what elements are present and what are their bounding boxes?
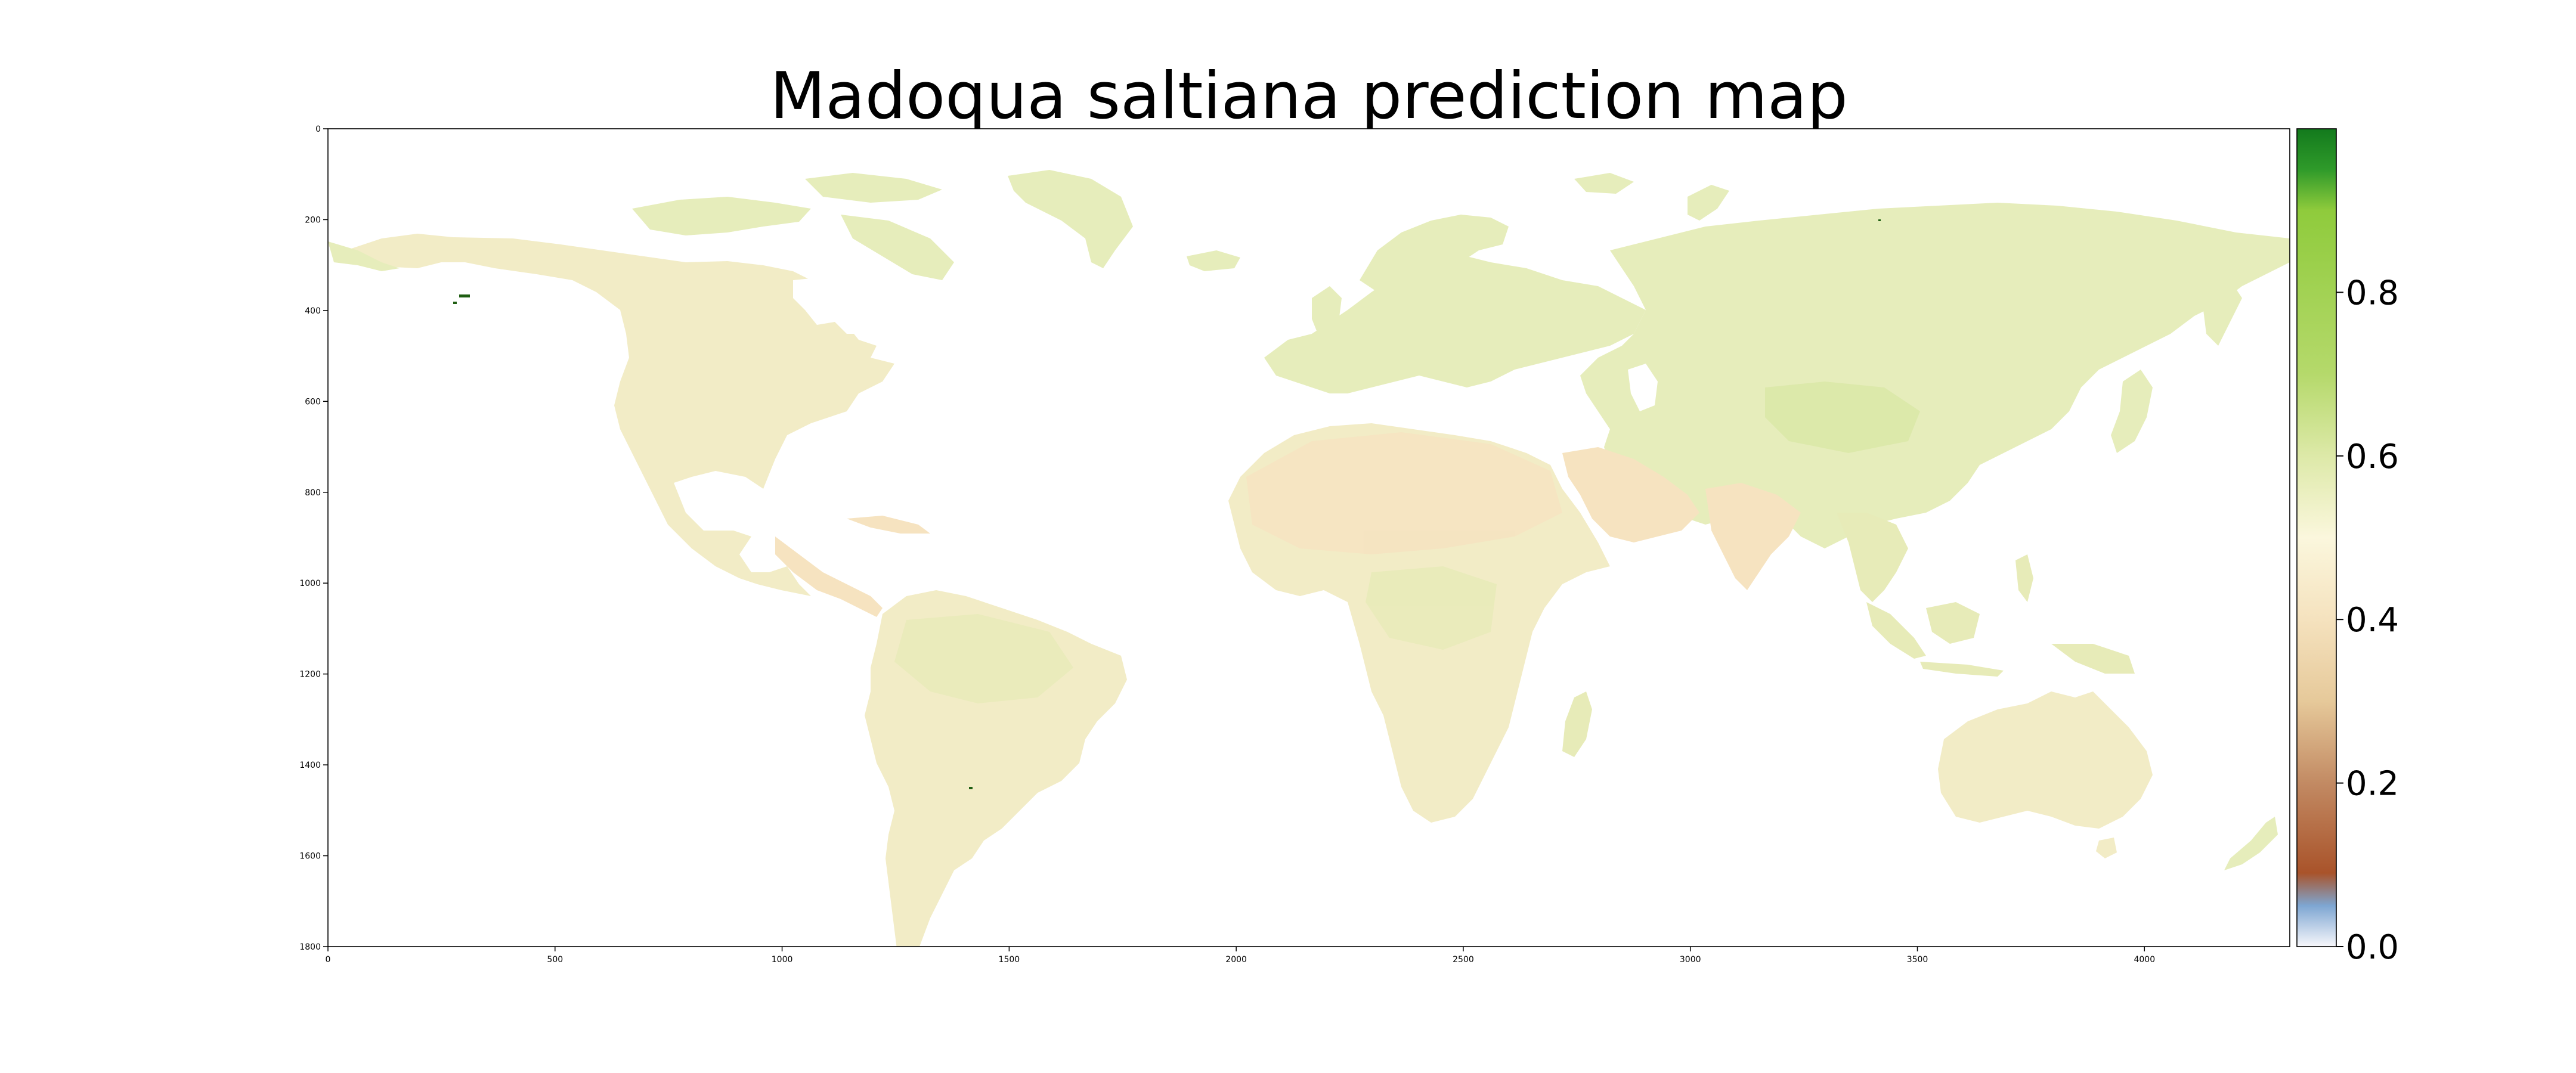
- landmass-british-isles: [1312, 286, 1342, 334]
- landmass-arabian-peninsula: [1562, 447, 1699, 542]
- landmass-tasmania: [2096, 838, 2117, 858]
- landmass-borneo: [1926, 602, 1980, 644]
- landmass-baffin-island: [841, 215, 954, 280]
- x-tick-label: 2500: [1453, 955, 1474, 965]
- colorbar-ticks: 0.0 0.2 0.4 0.6 0.8: [2336, 274, 2399, 967]
- landmass-kamchatka: [2203, 280, 2242, 346]
- hudson-bay: [793, 277, 877, 334]
- colorbar-tick-label: 0.2: [2346, 765, 2399, 804]
- figure-title: Madoqua saltiana prediction map: [770, 59, 1848, 134]
- high-prediction-hotspots: [453, 219, 1881, 789]
- landmass-southeast-asia: [1837, 513, 1908, 602]
- prediction-shading: [894, 382, 1920, 703]
- map-frame: [327, 128, 2290, 947]
- x-tick-label: 2000: [1225, 955, 1247, 965]
- y-tick-label: 0: [315, 125, 321, 134]
- x-axis: 0 500 1000 1500 2000 2500 3000 3500 4000: [326, 947, 2155, 965]
- landmass-new-guinea: [2051, 644, 2135, 674]
- landmass-alaska: [328, 241, 400, 271]
- landmass-india: [1705, 483, 1801, 590]
- x-tick-label: 4000: [2134, 955, 2155, 965]
- landmass-novaya-zemlya: [1688, 185, 1729, 221]
- landmass-asia: [1580, 203, 2290, 548]
- x-tick-label: 0: [326, 955, 331, 965]
- arid-region-sahara: [1246, 432, 1562, 554]
- landmass-north-america: [328, 234, 894, 596]
- y-tick-label: 1800: [299, 942, 321, 952]
- y-tick-label: 1600: [299, 852, 321, 861]
- x-tick-label: 3000: [1680, 955, 1701, 965]
- colorbar-tick-label: 0.4: [2346, 601, 2399, 640]
- x-tick-label: 1500: [999, 955, 1020, 965]
- y-tick-label: 600: [305, 397, 321, 407]
- map-area: [328, 129, 2290, 947]
- y-tick-label: 1200: [299, 670, 321, 680]
- landmass-svalbard: [1574, 173, 1634, 194]
- landmass-sumatra: [1866, 602, 1926, 659]
- landmass-java: [1920, 662, 2004, 677]
- landmass-japan: [2111, 370, 2153, 453]
- landmass-madagascar: [1562, 691, 1592, 757]
- hotspot-siberia: [1878, 219, 1881, 221]
- landmass-greenland-fringe: [1008, 170, 1133, 268]
- colorbar-frame: [2296, 128, 2337, 947]
- tropical-region-congo: [1366, 566, 1497, 650]
- landmass-central-america: [775, 536, 883, 617]
- tropical-region-amazon: [894, 614, 1073, 703]
- hotspot-alaska-small: [453, 302, 457, 304]
- y-tick-label: 800: [305, 488, 321, 498]
- landmass-ellesmere-island: [805, 173, 942, 203]
- landmass-cuba: [847, 516, 930, 534]
- colorbar: 0.0 0.2 0.4 0.6 0.8: [2296, 128, 2399, 967]
- landmass-australia: [1938, 691, 2153, 829]
- landmass-scandinavia: [1360, 215, 1509, 292]
- hotspot-alaska: [459, 294, 470, 297]
- highland-region-tibet: [1765, 382, 1920, 453]
- caspian-sea: [1628, 364, 1658, 411]
- colorbar-tick-label: 0.8: [2346, 274, 2399, 312]
- x-tick-label: 3500: [1907, 955, 1928, 965]
- x-tick-label: 1000: [772, 955, 793, 965]
- colorbar-tick-label: 0.6: [2346, 438, 2399, 476]
- y-tick-label: 400: [305, 306, 321, 316]
- colorbar-tick-label: 0.0: [2346, 928, 2399, 967]
- colorbar-gradient: [2297, 129, 2336, 947]
- landmass-philippines: [2015, 554, 2033, 602]
- y-tick-label: 1000: [299, 579, 321, 588]
- y-tick-label: 1400: [299, 761, 321, 770]
- x-tick-label: 500: [547, 955, 563, 965]
- y-axis: 0 200 400 600 800 1000 1200 1400 1600 1800: [299, 125, 328, 952]
- landmass-iceland: [1187, 250, 1240, 271]
- landmass-new-zealand: [2224, 817, 2278, 870]
- landmass-europe: [1264, 256, 1646, 393]
- y-tick-label: 200: [305, 215, 321, 225]
- landmass-arctic-archipelago: [632, 197, 811, 235]
- hotspot-argentina: [969, 787, 973, 789]
